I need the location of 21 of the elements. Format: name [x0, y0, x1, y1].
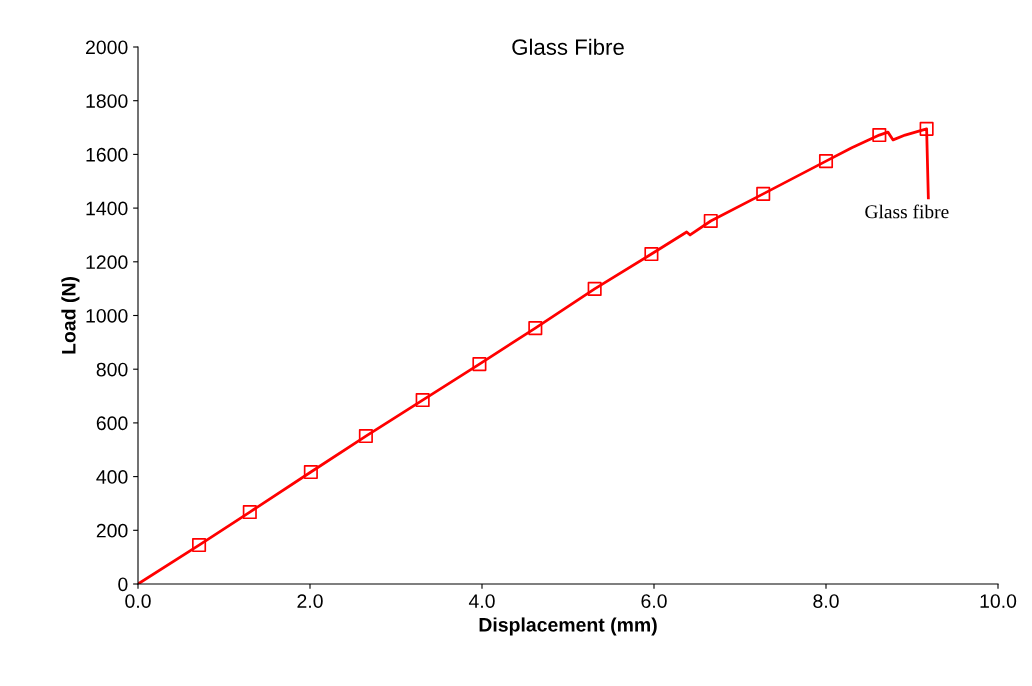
x-tick-label: 0.0 — [125, 594, 151, 608]
chart-title: Glass Fibre — [512, 38, 624, 55]
x-tick-label: 10.0 — [980, 594, 1017, 608]
y-tick-label: 800 — [96, 362, 128, 377]
x-axis-title: Displacement (mm) — [479, 617, 657, 636]
y-tick-label: 2000 — [86, 40, 128, 55]
x-tick-label: 4.0 — [468, 594, 495, 608]
y-tick-label: 0 — [118, 577, 128, 592]
x-tick-label: 6.0 — [641, 594, 667, 608]
y-tick-label: 400 — [96, 470, 128, 484]
y-tick-label: 1400 — [86, 201, 128, 216]
annotation: Glass fibre — [865, 204, 949, 219]
x-tick-label: 2.0 — [297, 594, 323, 608]
y-tick-label: 600 — [96, 416, 128, 431]
y-axis-title: Load (N) — [61, 277, 80, 354]
y-tick-label: 1000 — [86, 308, 128, 323]
x-tick-label: 8.0 — [813, 594, 839, 608]
y-tick-label: 1600 — [86, 147, 128, 162]
y-tick-label: 1200 — [86, 255, 128, 270]
y-tick-label: 1800 — [86, 94, 128, 108]
y-tick-label: 200 — [96, 523, 128, 538]
